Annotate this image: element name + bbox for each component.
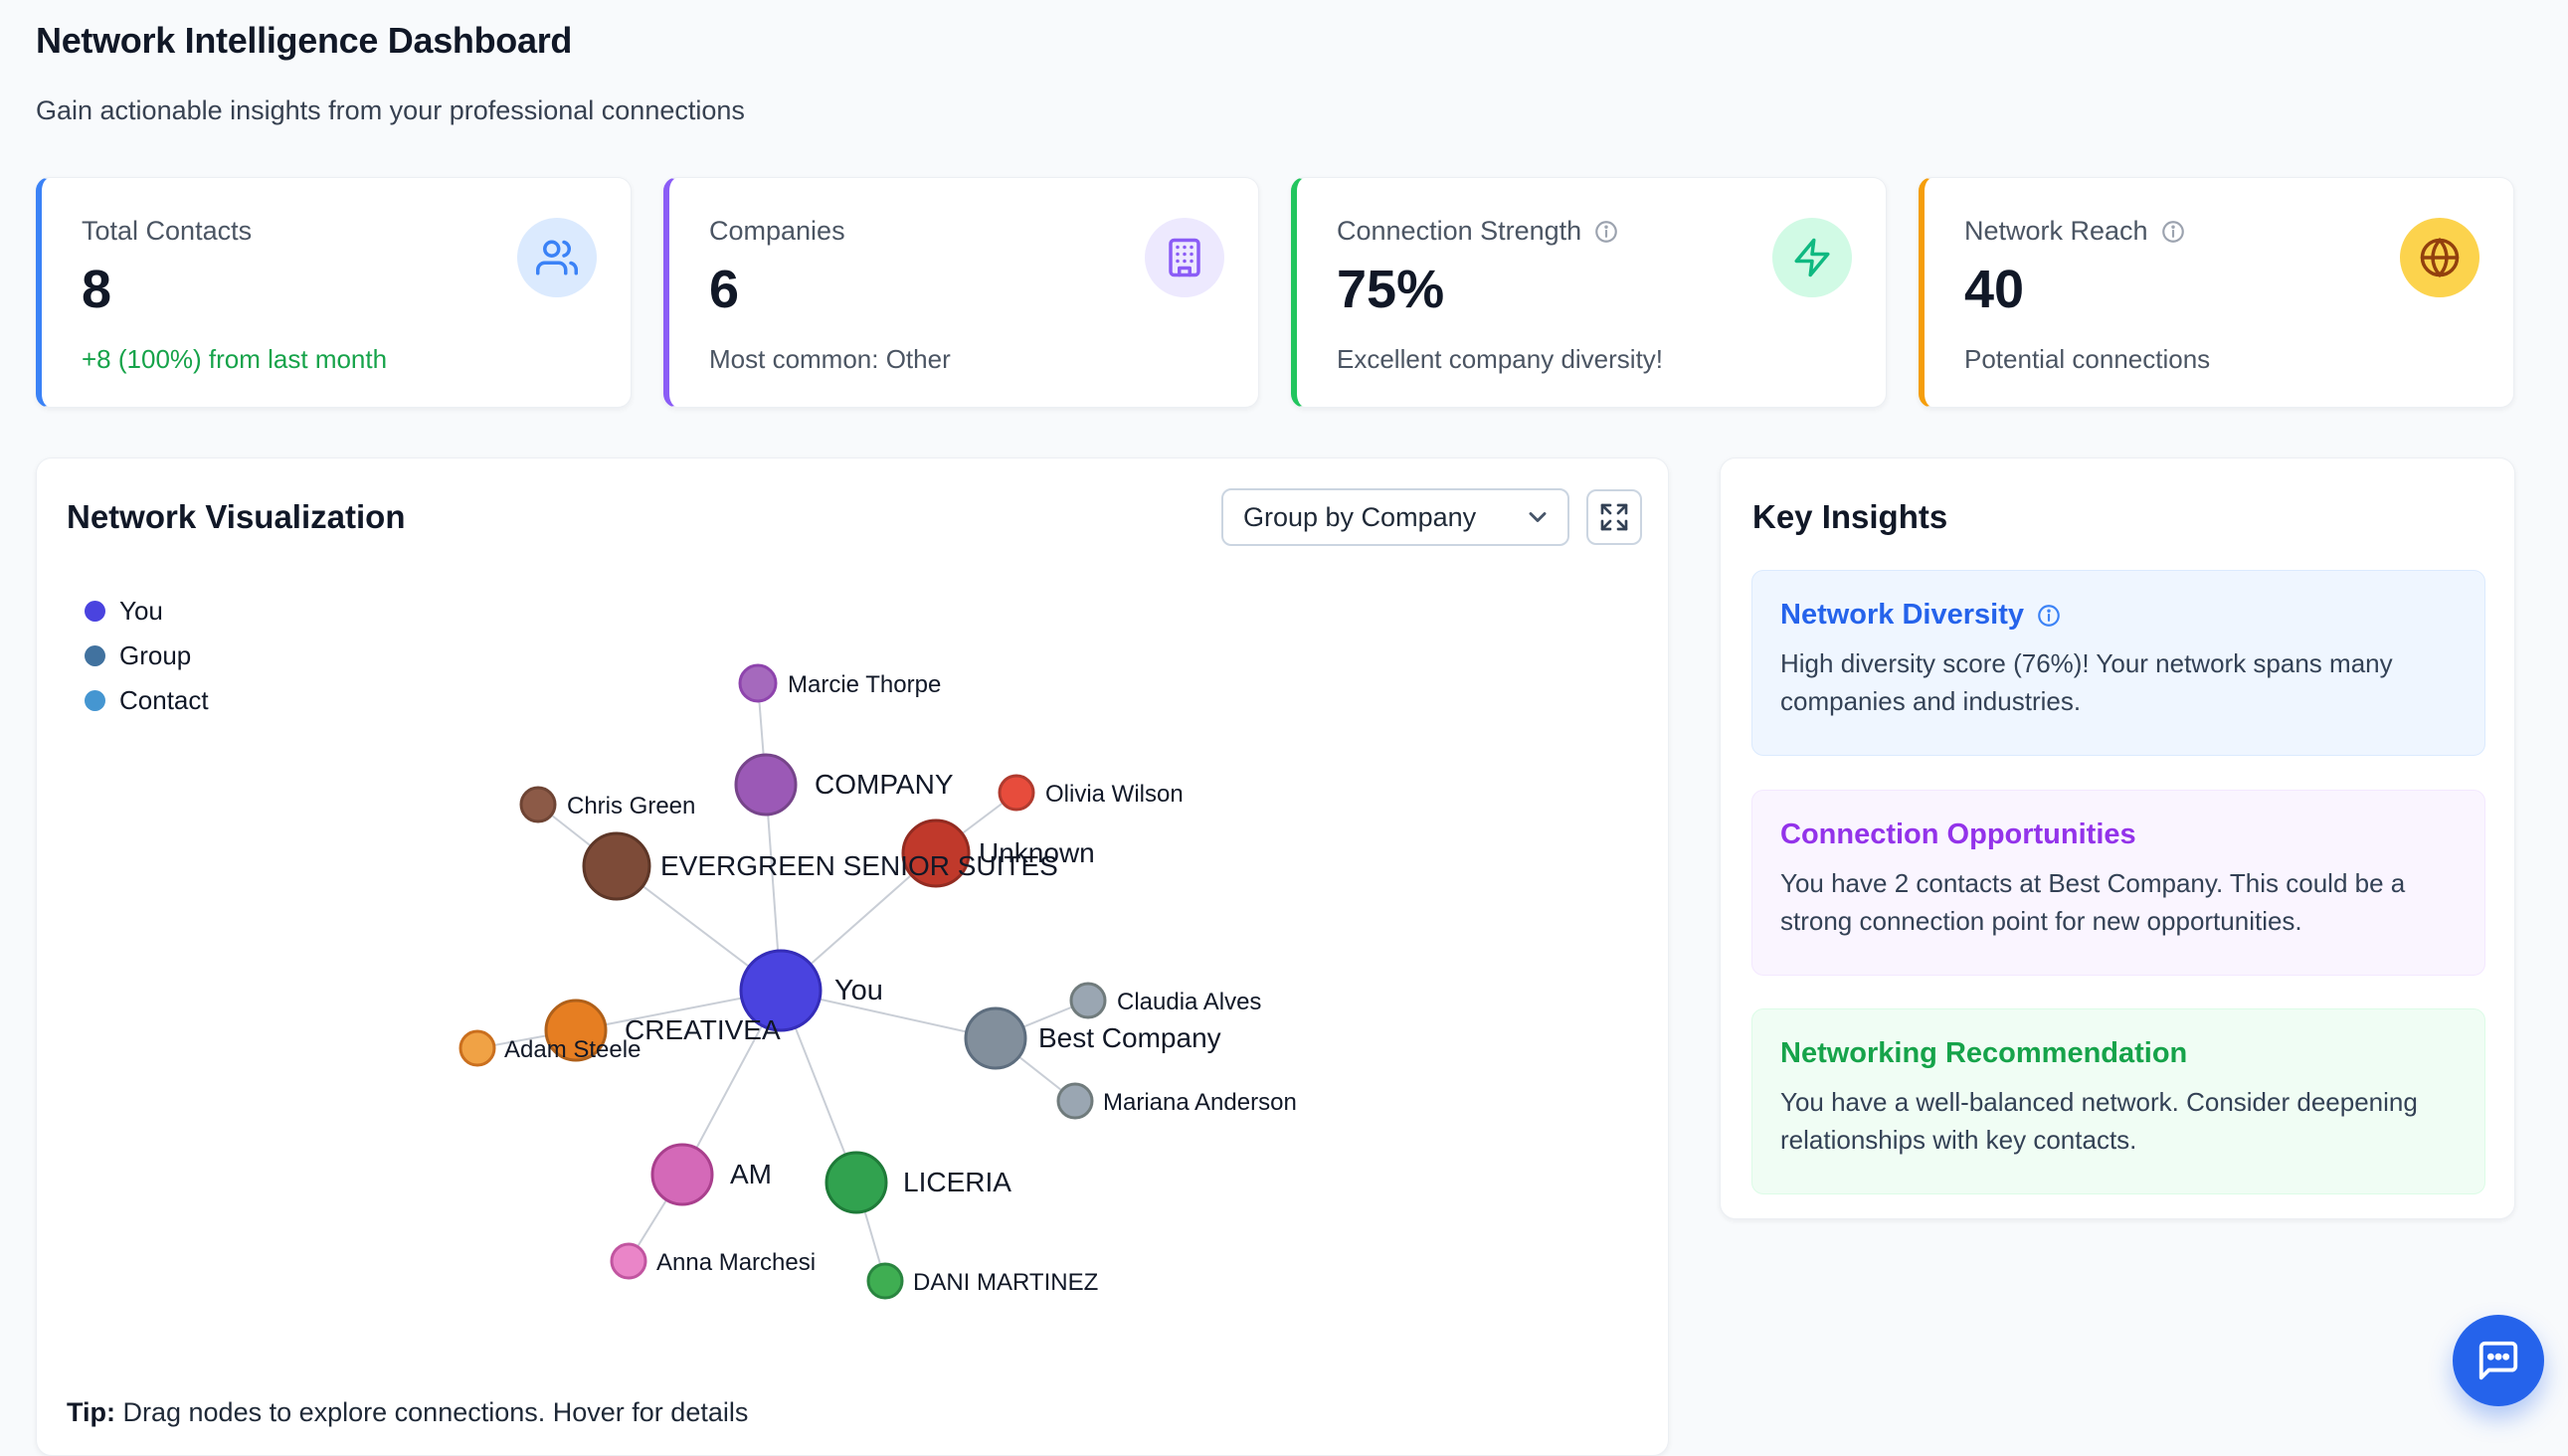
page-title: Network Intelligence Dashboard: [36, 20, 572, 62]
graph-legend: You Group Contact: [85, 596, 209, 716]
graph-node-label-unknown: Unknown: [979, 837, 1095, 868]
stat-sub: +8 (100%) from last month: [82, 344, 591, 375]
graph-node-dani[interactable]: [868, 1264, 902, 1298]
graph-node-label-you: You: [834, 975, 883, 1006]
legend-item-contact: Contact: [85, 685, 209, 716]
insight-title: Networking Recommendation: [1780, 1037, 2187, 1070]
graph-node-adam[interactable]: [460, 1031, 494, 1065]
info-icon[interactable]: [2036, 603, 2062, 629]
graph-node-label-mariana: Mariana Anderson: [1103, 1089, 1297, 1116]
page-subtitle: Gain actionable insights from your profe…: [36, 95, 745, 126]
key-insights-title: Key Insights: [1752, 498, 1947, 536]
chevron-down-icon: [1524, 503, 1552, 531]
info-icon[interactable]: [1593, 219, 1619, 245]
lightning-icon: [1772, 218, 1852, 297]
expand-icon: [1598, 501, 1630, 533]
legend-item-group: Group: [85, 640, 209, 671]
globe-icon: [2400, 218, 2479, 297]
graph-node-label-best: Best Company: [1038, 1022, 1221, 1053]
stat-label: Connection Strength: [1337, 216, 1846, 247]
graph-node-company[interactable]: [736, 755, 796, 815]
graph-node-label-liceria: LICERIA: [903, 1167, 1011, 1197]
info-icon[interactable]: [2160, 219, 2186, 245]
stat-sub: Most common: Other: [709, 344, 1218, 375]
stat-sub: Potential connections: [1964, 344, 2474, 375]
graph-node-label-anna: Anna Marchesi: [656, 1249, 816, 1276]
legend-dot-you: [85, 601, 105, 622]
building-icon: [1145, 218, 1224, 297]
legend-label: Group: [119, 640, 191, 671]
people-icon: [517, 218, 597, 297]
graph-node-anna[interactable]: [612, 1244, 645, 1278]
graph-node-label-dani: DANI MARTINEZ: [913, 1269, 1098, 1296]
graph-node-label-olivia: Olivia Wilson: [1045, 781, 1184, 808]
legend-dot-contact: [85, 690, 105, 711]
stat-card-companies: Companies 6 Most common: Other: [663, 177, 1259, 408]
insight-network-diversity: Network Diversity High diversity score (…: [1751, 570, 2485, 756]
graph-node-am[interactable]: [652, 1145, 712, 1204]
insight-networking-recommendation: Networking Recommendation You have a wel…: [1751, 1008, 2485, 1194]
insight-body: You have a well-balanced network. Consid…: [1780, 1084, 2457, 1159]
stat-value: 40: [1964, 259, 2474, 320]
graph-node-olivia[interactable]: [1000, 776, 1033, 810]
network-visualization-title: Network Visualization: [67, 498, 405, 536]
tip-text: Drag nodes to explore connections. Hover…: [115, 1397, 748, 1427]
stat-value: 75%: [1337, 259, 1846, 320]
fullscreen-button[interactable]: [1586, 489, 1642, 545]
legend-dot-group: [85, 645, 105, 666]
stat-card-network-reach: Network Reach 40 Potential connections: [1919, 177, 2514, 408]
stats-row: Total Contacts 8 +8 (100%) from last mon…: [36, 177, 2514, 408]
chat-icon: [2476, 1338, 2521, 1383]
graph-node-label-creativea: CREATIVEA: [625, 1014, 781, 1045]
graph-node-evergreen[interactable]: [584, 833, 649, 899]
insight-connection-opportunities: Connection Opportunities You have 2 cont…: [1751, 790, 2485, 976]
insight-title: Connection Opportunities: [1780, 819, 2136, 851]
graph-node-liceria[interactable]: [826, 1153, 886, 1212]
graph-node-marcie[interactable]: [740, 665, 776, 701]
graph-node-mariana[interactable]: [1058, 1084, 1092, 1118]
group-by-value: Group by Company: [1243, 502, 1476, 533]
key-insights-panel: Key Insights Network Diversity High dive…: [1720, 457, 2515, 1219]
stat-label: Total Contacts: [82, 216, 591, 247]
insight-body: You have 2 contacts at Best Company. Thi…: [1780, 865, 2457, 940]
insight-body: High diversity score (76%)! Your network…: [1780, 645, 2457, 720]
graph-node-label-company: COMPANY: [815, 769, 954, 800]
legend-item-you: You: [85, 596, 209, 627]
graph-node-label-marcie: Marcie Thorpe: [788, 671, 941, 698]
stat-card-total-contacts: Total Contacts 8 +8 (100%) from last mon…: [36, 177, 632, 408]
group-by-select[interactable]: Group by Company: [1221, 488, 1569, 546]
graph-node-best[interactable]: [966, 1008, 1025, 1068]
stat-card-connection-strength: Connection Strength 75% Excellent compan…: [1291, 177, 1887, 408]
stat-label: Network Reach: [1964, 216, 2474, 247]
insight-title: Network Diversity: [1780, 599, 2024, 632]
stat-sub: Excellent company diversity!: [1337, 344, 1846, 375]
legend-label: Contact: [119, 685, 209, 716]
legend-label: You: [119, 596, 163, 627]
graph-node-chris[interactable]: [521, 788, 555, 821]
graph-node-label-chris: Chris Green: [567, 793, 695, 819]
graph-node-label-claudia: Claudia Alves: [1117, 989, 1261, 1015]
stat-value: 8: [82, 259, 591, 320]
tip-label: Tip:: [67, 1397, 115, 1427]
graph-node-label-am: AM: [730, 1159, 772, 1189]
graph-node-label-adam: Adam Steele: [504, 1036, 641, 1063]
graph-node-claudia[interactable]: [1071, 984, 1105, 1017]
stat-label: Companies: [709, 216, 1218, 247]
chat-button[interactable]: [2453, 1315, 2544, 1406]
graph-tip: Tip: Drag nodes to explore connections. …: [67, 1397, 748, 1428]
stat-value: 6: [709, 259, 1218, 320]
